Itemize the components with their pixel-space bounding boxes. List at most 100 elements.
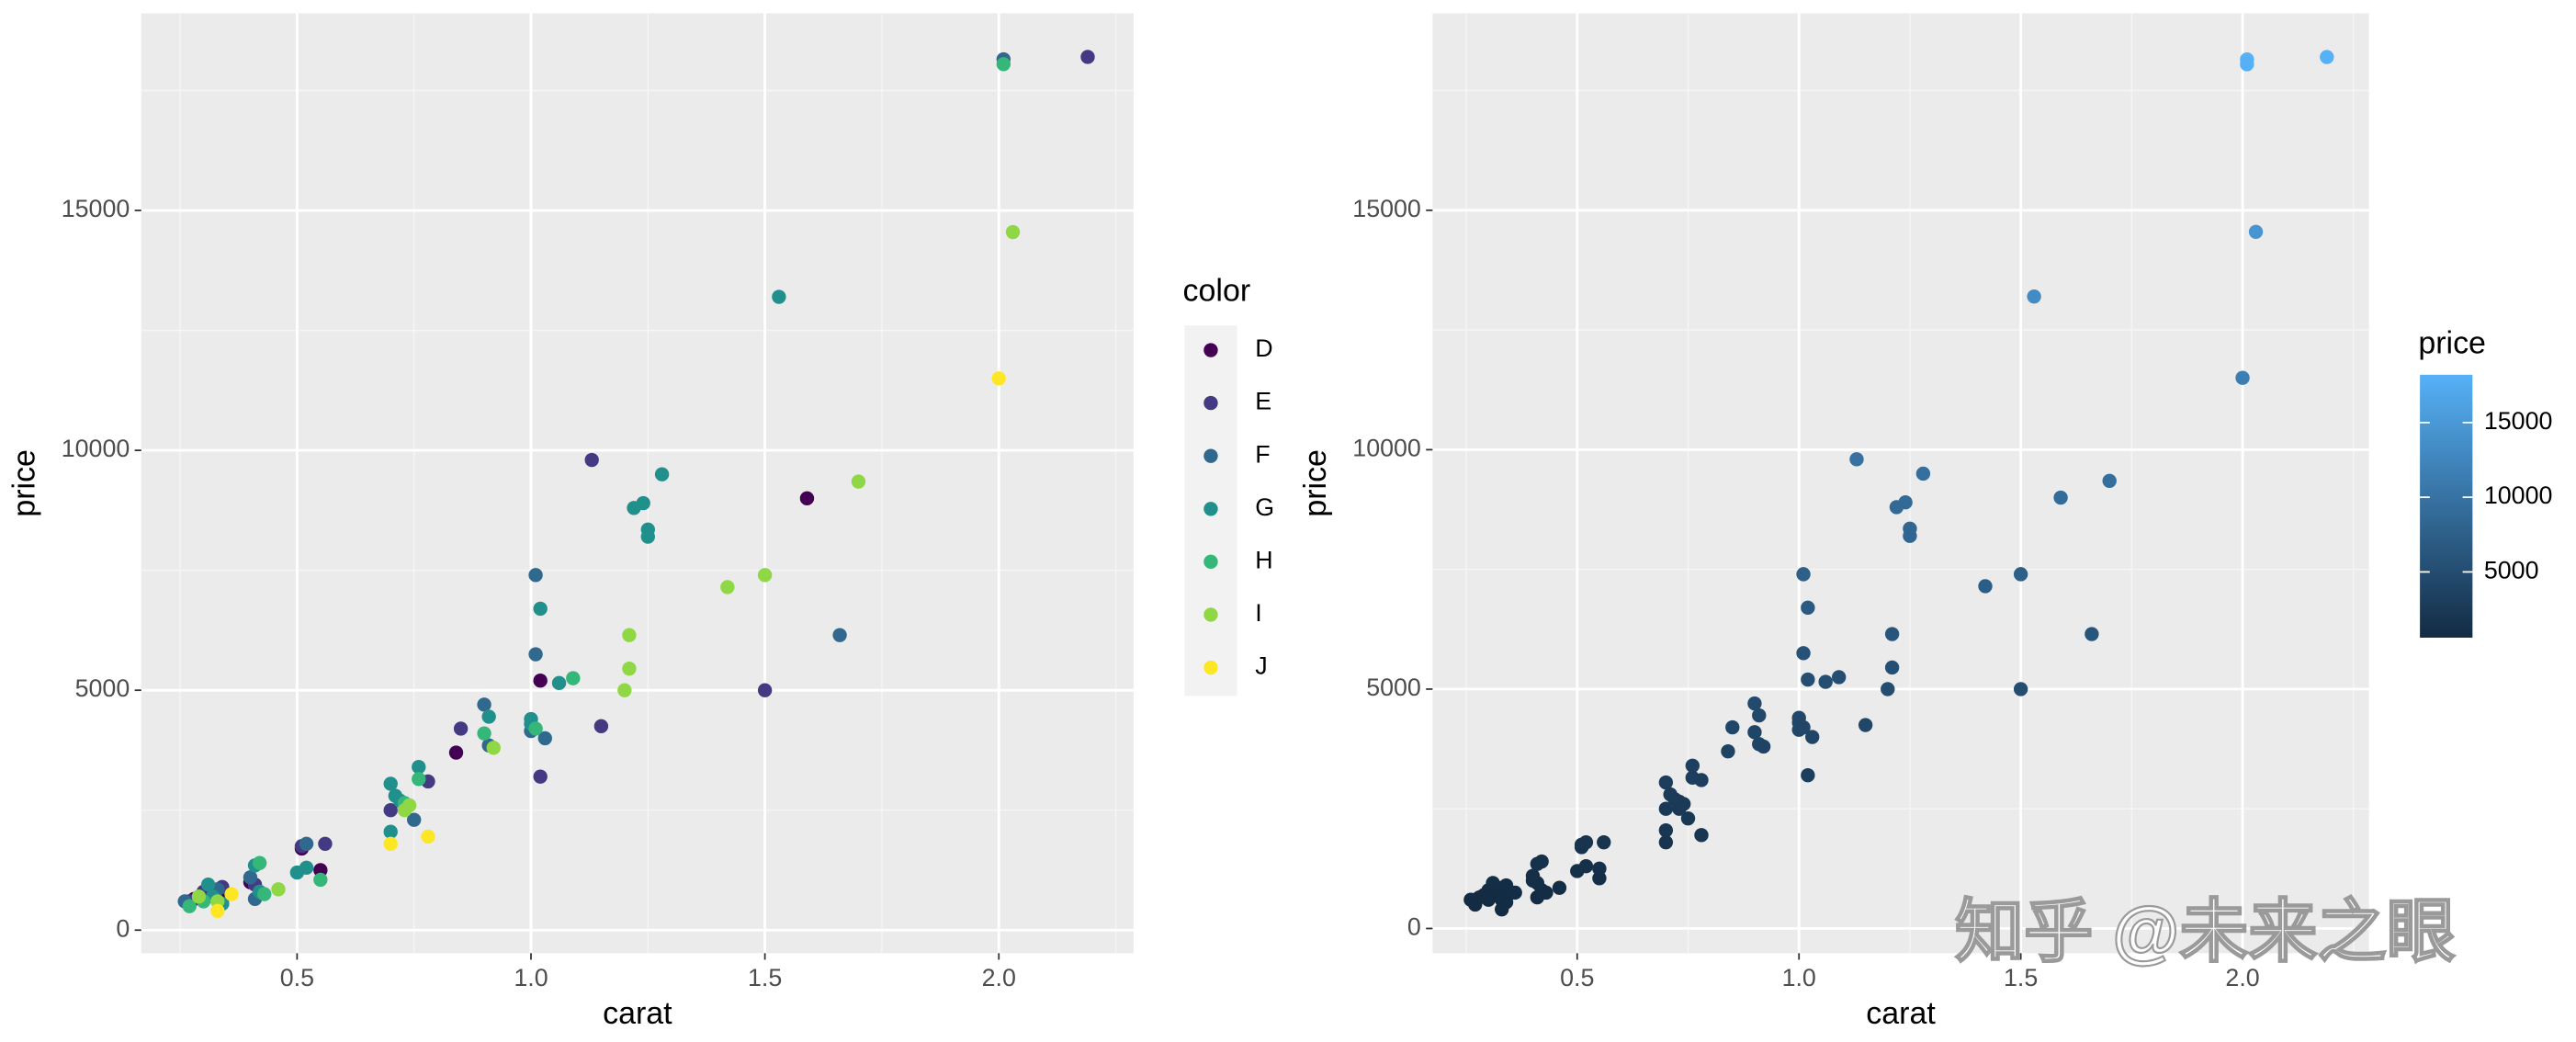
point	[1080, 50, 1095, 64]
point	[1889, 500, 1904, 515]
point	[2053, 490, 2068, 505]
y-axis-title: price	[1298, 449, 1333, 517]
point	[622, 628, 637, 642]
point	[1915, 466, 1931, 481]
point	[2013, 682, 2028, 697]
point	[772, 289, 786, 304]
point	[486, 741, 501, 755]
point	[1680, 810, 1696, 826]
y-tick-label: 15000	[62, 195, 130, 222]
point	[271, 882, 286, 897]
point	[551, 675, 567, 691]
point	[528, 647, 543, 662]
point	[1685, 770, 1700, 786]
point	[622, 661, 637, 676]
point	[453, 721, 469, 736]
point	[2013, 567, 2028, 582]
point	[1495, 901, 1509, 917]
x-tick-label: 1.5	[748, 964, 782, 991]
point	[1805, 730, 1820, 744]
point	[1552, 880, 1567, 895]
point	[991, 371, 1006, 386]
legend-label: E	[1255, 388, 1271, 415]
point	[799, 491, 815, 506]
point	[584, 452, 599, 468]
x-tick-label: 0.5	[1560, 964, 1594, 991]
panel-background	[141, 13, 1134, 954]
point	[1756, 739, 1771, 754]
point	[1796, 646, 1811, 661]
legend-key	[1203, 448, 1218, 463]
point	[627, 501, 641, 515]
legend-key	[1203, 395, 1218, 411]
point	[1721, 743, 1735, 759]
point	[1476, 888, 1492, 902]
y-tick-label: 10000	[1352, 434, 1421, 461]
point	[2235, 370, 2250, 385]
point	[851, 474, 866, 489]
point	[383, 803, 398, 818]
x-tick-label: 2.0	[2225, 964, 2259, 991]
point	[252, 855, 267, 870]
point	[383, 776, 398, 791]
point	[2320, 50, 2334, 64]
point	[243, 870, 258, 885]
point	[1534, 854, 1549, 869]
point	[1676, 797, 1691, 811]
point	[533, 674, 548, 688]
legend-label: F	[1255, 440, 1270, 468]
point	[1658, 775, 1674, 790]
point	[313, 872, 328, 888]
point	[1747, 725, 1762, 740]
colorbar-label: 5000	[2484, 557, 2539, 584]
legend-label: D	[1255, 334, 1272, 362]
point	[528, 721, 543, 736]
point	[566, 671, 581, 685]
legend-key	[1203, 660, 1218, 675]
x-tick-label: 1.0	[514, 964, 548, 991]
point	[1725, 719, 1740, 735]
point	[1685, 758, 1700, 773]
legend-key	[1203, 554, 1218, 570]
point	[477, 697, 491, 712]
colorbar-label: 15000	[2484, 407, 2553, 435]
point	[448, 745, 464, 760]
point	[1658, 834, 1674, 850]
legend-label: H	[1255, 546, 1272, 573]
legend-title: color	[1183, 273, 1251, 308]
point	[191, 889, 207, 904]
legend-key	[1203, 502, 1218, 516]
point	[2027, 289, 2041, 304]
point	[1570, 864, 1585, 878]
panel-background	[1432, 13, 2369, 954]
point	[299, 836, 314, 851]
point	[200, 877, 216, 892]
legend-key	[1203, 607, 1218, 622]
point	[289, 865, 305, 880]
point	[617, 683, 632, 697]
point	[1801, 672, 1815, 687]
watermark: 知乎 @未来之眼	[1955, 892, 2456, 969]
point	[1831, 670, 1847, 685]
point	[2085, 627, 2099, 641]
point	[2240, 57, 2254, 72]
point	[1881, 682, 1895, 697]
point	[533, 769, 548, 784]
point	[421, 829, 435, 844]
point	[401, 798, 417, 813]
legend-label: I	[1255, 599, 1261, 627]
point	[757, 568, 773, 583]
point	[1796, 567, 1811, 582]
point	[1801, 600, 1815, 616]
x-axis-title: carat	[1866, 996, 1936, 1031]
y-tick-label: 0	[1407, 913, 1421, 941]
point	[533, 601, 548, 617]
point	[832, 628, 847, 642]
legend-label: G	[1255, 493, 1274, 521]
point	[412, 760, 426, 775]
point	[1752, 708, 1767, 723]
y-tick-label: 15000	[1352, 195, 1421, 222]
point	[1858, 718, 1873, 732]
point	[383, 836, 398, 851]
legend-label: J	[1255, 652, 1267, 680]
